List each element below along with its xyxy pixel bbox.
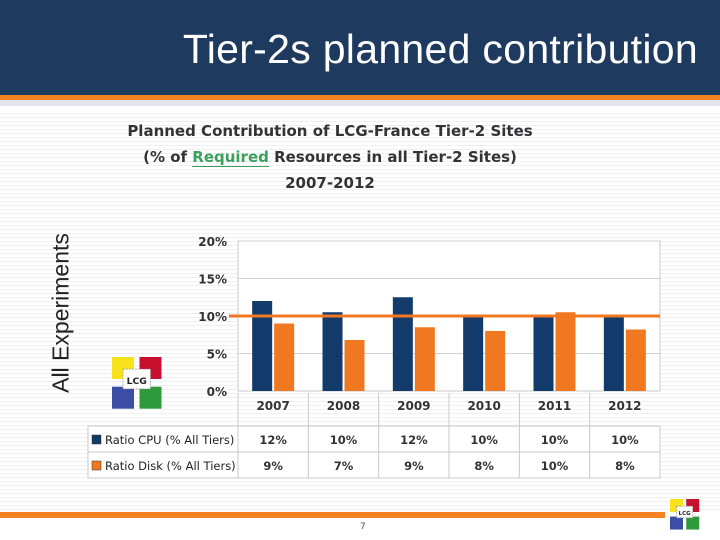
table-value: 8% — [474, 459, 494, 473]
title-underline — [0, 95, 720, 100]
legend-label-disk: Ratio Disk (% All Tiers) — [105, 459, 236, 473]
chart-title-line2: (% of Required Resources in all Tier-2 S… — [110, 148, 550, 167]
x-tick-label: 2010 — [467, 399, 500, 413]
lcg-logo-green-square — [139, 386, 162, 409]
table-value: 10% — [541, 433, 569, 447]
bar-cpu — [392, 297, 413, 391]
y-tick-label: 10% — [198, 310, 227, 324]
legend-label-cpu: Ratio CPU (% All Tiers) — [105, 433, 234, 447]
footer-rule — [0, 512, 665, 518]
legend-swatch-cpu — [91, 434, 102, 445]
bar-cpu — [322, 312, 343, 391]
lcg-logo-center-box — [122, 368, 151, 390]
x-tick-label: 2008 — [327, 399, 360, 413]
y-tick-label: 15% — [198, 273, 227, 287]
x-tick-label: 2011 — [538, 399, 571, 413]
table-value: 12% — [400, 433, 428, 447]
x-tick-label: 2009 — [397, 399, 430, 413]
table-value: 10% — [330, 433, 358, 447]
lcg-logo-text: LCG — [127, 376, 147, 387]
corner-lcg-logo-center-box — [676, 505, 694, 519]
bar-disk — [625, 329, 646, 391]
bar-disk — [274, 323, 295, 391]
bar-disk — [414, 327, 435, 391]
x-tick-label: 2007 — [256, 399, 289, 413]
corner-lcg-logo-green-square — [686, 516, 700, 530]
corner-lcg-logo-text: LCG — [679, 511, 691, 517]
legend-swatch-disk — [91, 460, 102, 471]
bar-cpu — [603, 316, 624, 391]
chart-title-suffix: Resources in all Tier-2 Sites) — [268, 148, 517, 166]
bar-disk — [485, 331, 506, 391]
chart-title-line3: 2007-2012 — [285, 174, 375, 192]
y-tick-label: 0% — [207, 385, 227, 399]
table-value: 12% — [259, 433, 287, 447]
table-value: 10% — [470, 433, 498, 447]
chart-title-required: Required — [192, 148, 269, 167]
corner-lcg-logo-blue-square — [670, 516, 683, 530]
y-tick-label: 20% — [198, 235, 227, 249]
table-value: 9% — [263, 459, 283, 473]
bar-disk — [555, 312, 576, 391]
title-shadow-rule — [0, 100, 720, 106]
lcg-logo-blue-square — [112, 386, 134, 409]
table-value: 9% — [404, 459, 424, 473]
table-value: 8% — [615, 459, 635, 473]
bar-disk — [344, 340, 365, 391]
table-value: 10% — [611, 433, 639, 447]
bar-cpu — [252, 301, 273, 391]
y-tick-label: 5% — [207, 348, 227, 362]
chart-title-prefix: (% of — [143, 148, 193, 166]
slide-title: Tier-2s planned contribution — [182, 26, 698, 72]
bar-cpu — [463, 316, 484, 391]
chart-title-line1: Planned Contribution of LCG-France Tier-… — [127, 122, 533, 140]
bar-cpu — [533, 316, 554, 391]
page-number: 7 — [360, 522, 366, 532]
table-value: 10% — [541, 459, 569, 473]
table-value: 7% — [334, 459, 354, 473]
title-bar: Tier-2s planned contribution — [0, 0, 720, 95]
x-tick-label: 2012 — [608, 399, 641, 413]
